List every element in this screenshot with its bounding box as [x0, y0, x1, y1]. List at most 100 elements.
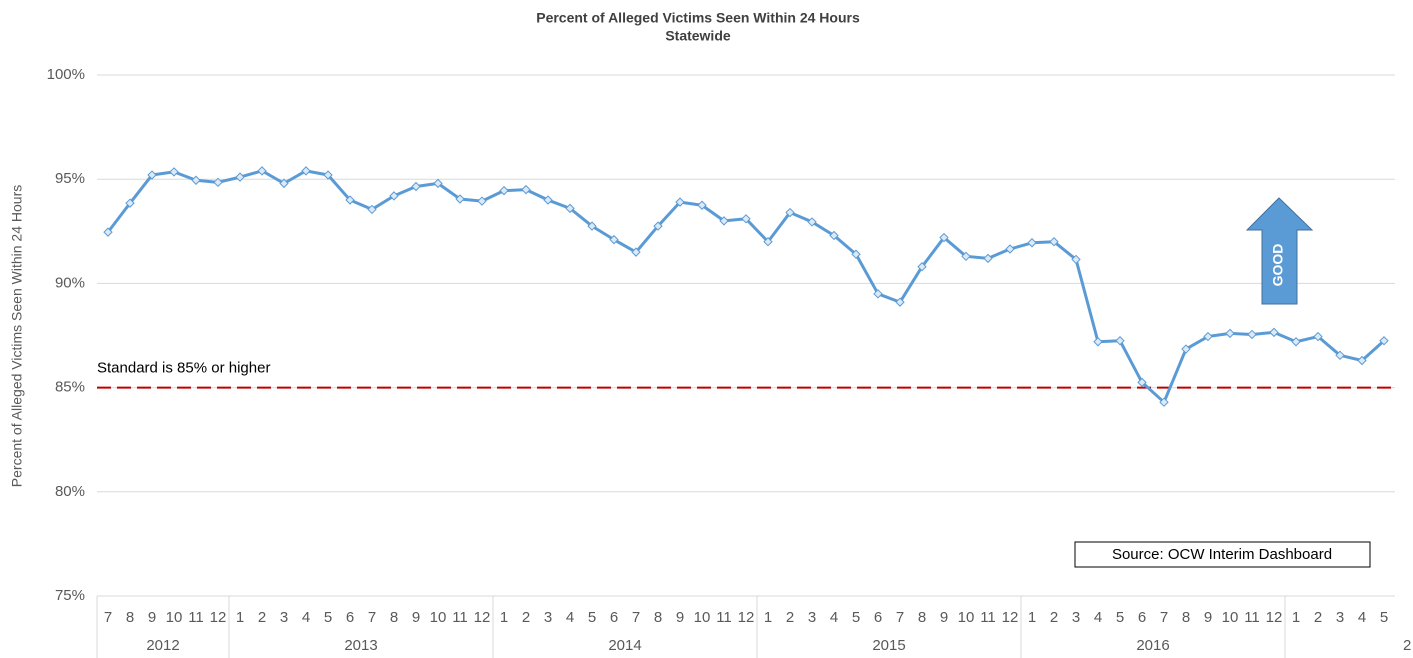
data-point — [1115, 336, 1125, 346]
data-point — [719, 216, 729, 226]
x-tick-label: 5 — [324, 609, 332, 626]
x-tick-label: 5 — [588, 609, 596, 626]
x-tick-label: 12 — [738, 609, 755, 626]
data-point — [521, 184, 531, 195]
data-point — [609, 234, 619, 245]
x-tick-label: 6 — [610, 609, 618, 626]
data-point — [433, 178, 443, 189]
data-point — [741, 214, 751, 224]
x-tick-label: 1 — [764, 609, 772, 626]
arrow-label: GOOD — [1270, 244, 1286, 287]
chart-subtitle: Statewide — [665, 28, 731, 44]
data-point — [1027, 238, 1037, 248]
x-tick-label: 10 — [694, 609, 711, 626]
x-tick-label: 1 — [236, 609, 244, 626]
x-tick-label: 6 — [874, 609, 882, 626]
data-point — [543, 195, 553, 205]
x-tick-label: 4 — [830, 609, 838, 626]
data-point — [477, 196, 487, 206]
data-point — [1093, 337, 1103, 347]
data-line — [106, 169, 1386, 404]
y-tick-label: 75% — [55, 587, 85, 604]
data-point — [279, 178, 289, 189]
y-tick-label: 100% — [47, 66, 85, 83]
x-tick-label: 11 — [188, 609, 204, 626]
x-tick-label: 3 — [280, 609, 288, 626]
y-axis-label: Percent of Alleged Victims Seen Within 2… — [9, 185, 25, 487]
x-group-label: 2012 — [146, 637, 179, 654]
data-point — [1313, 331, 1323, 342]
x-tick-label: 8 — [390, 609, 398, 626]
data-point — [147, 170, 157, 180]
data-point — [1049, 237, 1059, 247]
data-point — [301, 166, 311, 176]
data-point — [1269, 327, 1279, 338]
x-tick-label: 7 — [368, 609, 376, 626]
x-tick-label: 5 — [1116, 609, 1124, 626]
x-tick-label: 12 — [1266, 609, 1283, 626]
x-tick-label: 11 — [452, 609, 468, 626]
data-point — [829, 230, 839, 241]
y-tick-label: 80% — [55, 483, 85, 500]
data-point — [961, 251, 971, 262]
data-point — [389, 191, 399, 201]
x-tick-label: 9 — [412, 609, 420, 626]
data-point — [125, 198, 135, 208]
data-point — [345, 195, 355, 205]
data-point — [1203, 331, 1213, 342]
data-point — [675, 197, 685, 207]
data-point — [411, 181, 421, 192]
data-point — [653, 221, 663, 231]
data-point — [235, 172, 245, 182]
data-point — [785, 207, 795, 218]
x-tick-label: 10 — [1222, 609, 1239, 626]
data-point — [1291, 337, 1301, 347]
x-group-label: 2013 — [344, 637, 377, 654]
x-tick-label: 10 — [958, 609, 975, 626]
y-tick-label: 95% — [55, 170, 85, 187]
x-tick-label: 2 — [1314, 609, 1322, 626]
x-tick-label: 3 — [544, 609, 552, 626]
data-point — [1247, 329, 1257, 340]
data-point — [455, 194, 465, 204]
x-tick-label: 9 — [940, 609, 948, 626]
data-point — [917, 262, 927, 272]
x-tick-label: 4 — [1094, 609, 1102, 626]
x-tick-label: 8 — [1182, 609, 1190, 626]
x-tick-label: 9 — [1204, 609, 1212, 626]
data-point — [1159, 397, 1169, 407]
data-point — [851, 249, 861, 259]
data-point — [213, 177, 223, 188]
data-point — [1181, 344, 1191, 354]
x-tick-label: 2 — [258, 609, 266, 626]
data-point — [697, 200, 707, 210]
source-box — [1074, 541, 1371, 568]
data-point — [631, 247, 641, 257]
x-tick-label: 7 — [632, 609, 640, 626]
x-tick-label: 1 — [1028, 609, 1036, 626]
x-tick-label: 11 — [1244, 609, 1260, 626]
x-tick-label: 2 — [522, 609, 530, 626]
data-point — [807, 217, 817, 227]
x-group-label: 2 — [1403, 637, 1411, 654]
x-tick-label: 3 — [1336, 609, 1344, 626]
x-tick-label: 10 — [166, 609, 183, 626]
x-tick-label: 11 — [980, 609, 996, 626]
x-tick-label: 8 — [918, 609, 926, 626]
data-point — [983, 253, 993, 264]
data-point — [323, 170, 333, 180]
x-tick-label: 3 — [808, 609, 816, 626]
x-tick-label: 9 — [148, 609, 156, 626]
data-point — [367, 204, 377, 215]
x-tick-label: 5 — [852, 609, 860, 626]
data-point — [1357, 355, 1367, 366]
x-tick-label: 10 — [430, 609, 447, 626]
x-tick-label: 1 — [1292, 609, 1300, 626]
data-point — [1379, 336, 1389, 346]
data-point — [1071, 254, 1081, 265]
x-tick-label: 9 — [676, 609, 684, 626]
x-tick-label: 1 — [500, 609, 508, 626]
data-point — [499, 185, 509, 196]
reference-label: Standard is 85% or higher — [97, 360, 270, 377]
